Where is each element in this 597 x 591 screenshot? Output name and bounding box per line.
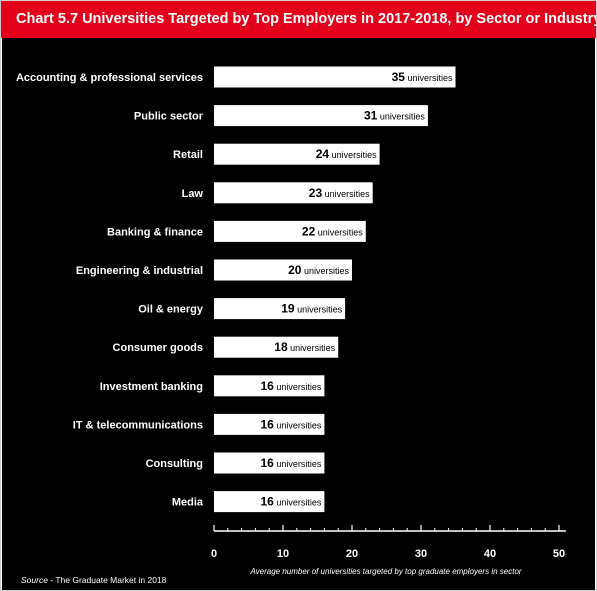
data-label: 20 universities <box>288 263 349 277</box>
category-label: Media <box>172 497 204 509</box>
category-label: Retail <box>173 149 203 161</box>
bar <box>214 220 366 242</box>
x-tick-label: 20 <box>346 548 358 560</box>
data-label: 18 universities <box>274 340 335 354</box>
category-label: Consulting <box>146 458 203 470</box>
data-label: 16 universities <box>261 417 322 431</box>
x-tick-label: 50 <box>553 548 565 560</box>
category-label: Consumer goods <box>113 342 203 354</box>
category-label: Banking & finance <box>107 226 203 238</box>
data-label: 35 universities <box>392 70 453 84</box>
bar <box>214 413 325 435</box>
bar <box>214 375 325 397</box>
data-label: 16 universities <box>261 495 322 509</box>
category-label: Engineering & industrial <box>76 265 203 277</box>
x-tick-label: 30 <box>415 548 427 560</box>
category-label: Investment banking <box>100 381 203 393</box>
data-label: 31 universities <box>364 109 425 123</box>
bar <box>214 298 346 320</box>
category-label: Law <box>182 188 204 200</box>
bar <box>214 143 380 165</box>
x-axis-title: Average number of universities targeted … <box>249 567 521 576</box>
x-tick-label: 10 <box>277 548 289 560</box>
x-tick-label: 0 <box>211 548 217 560</box>
category-label: Oil & energy <box>138 304 204 316</box>
source-note: Source - The Graduate Market in 2018 <box>21 575 166 585</box>
bar <box>214 491 325 513</box>
category-label: Public sector <box>134 111 204 123</box>
category-label: IT & telecommunications <box>73 419 203 431</box>
bar <box>214 336 339 358</box>
source-label: Source <box>21 575 48 585</box>
data-label: 19 universities <box>281 302 342 316</box>
chart-header: Chart 5.7 Universities Targeted by Top Em… <box>1 1 597 38</box>
data-label: 23 universities <box>309 186 370 200</box>
bar <box>214 182 373 204</box>
chart-title: Universities Targeted by Top Employers i… <box>82 11 597 27</box>
data-label: 22 universities <box>302 224 363 238</box>
data-label: 24 universities <box>316 147 377 161</box>
data-label: 16 universities <box>261 379 322 393</box>
bar <box>214 105 428 127</box>
source-text: The Graduate Market in 2018 <box>55 575 167 585</box>
bar <box>214 452 325 474</box>
category-label: Accounting & professional services <box>16 72 203 84</box>
bar <box>214 259 352 281</box>
x-tick-label: 40 <box>484 548 496 560</box>
bar <box>214 66 456 88</box>
source-separator: - <box>47 575 56 585</box>
chart-number: Chart 5.7 <box>16 11 79 27</box>
data-label: 16 universities <box>261 456 322 470</box>
